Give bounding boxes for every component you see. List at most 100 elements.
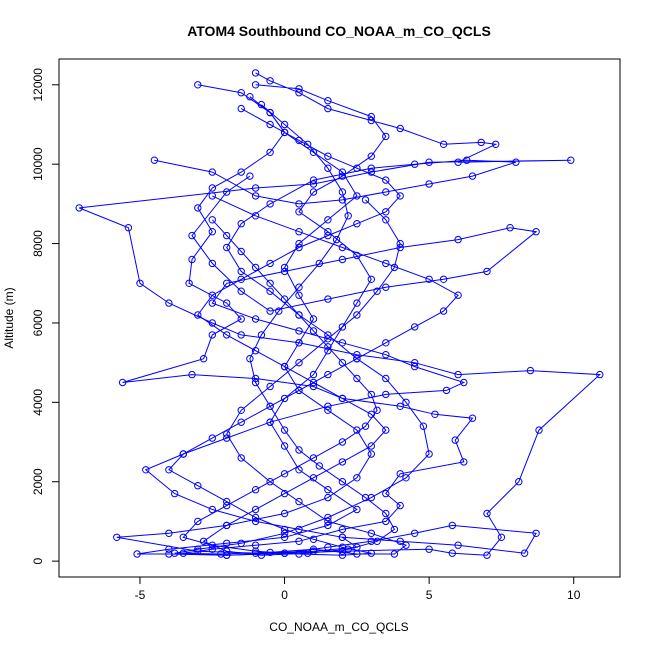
data-point <box>237 406 245 414</box>
data-point <box>246 172 254 180</box>
data-point <box>338 243 347 252</box>
data-point <box>295 200 303 208</box>
data-point <box>251 547 260 555</box>
data-point <box>165 550 173 558</box>
data-point <box>142 466 150 474</box>
data-point <box>338 543 347 551</box>
data-point <box>324 228 332 236</box>
data-point <box>338 339 347 347</box>
y-axis: 0 2000 4000 6000 8000 10000 12000 <box>31 68 60 564</box>
data-point <box>295 136 303 145</box>
y-tick-label: 6000 <box>31 309 45 336</box>
data-point <box>194 545 202 553</box>
data-point <box>194 482 202 490</box>
data-point <box>237 168 245 176</box>
data-point <box>338 551 347 559</box>
data-point <box>309 454 318 462</box>
data-point <box>165 466 173 474</box>
data-point <box>208 291 217 299</box>
data-point <box>113 533 121 541</box>
data-point <box>463 156 471 164</box>
data-point <box>246 355 254 363</box>
data-point <box>237 539 245 547</box>
data-point <box>382 208 390 216</box>
data-point <box>124 224 133 232</box>
data-point <box>237 275 245 283</box>
data-point <box>315 259 323 268</box>
data-point <box>194 204 202 212</box>
data-point <box>425 450 433 458</box>
data-point <box>309 370 318 379</box>
data-point <box>382 374 390 383</box>
data-point <box>295 386 303 395</box>
y-axis-label: Altitude (m) <box>2 287 16 348</box>
data-point <box>266 120 274 129</box>
data-point <box>208 228 217 236</box>
data-point <box>223 547 231 555</box>
data-point <box>309 180 318 188</box>
data-point <box>425 180 433 188</box>
data-point <box>425 275 433 283</box>
data-point <box>338 196 347 204</box>
data-point <box>338 458 347 466</box>
data-point <box>295 228 303 236</box>
data-point <box>497 533 506 541</box>
data-point <box>454 291 462 299</box>
data-point <box>223 501 231 510</box>
data-point <box>338 438 347 446</box>
data-point <box>208 192 217 200</box>
series-1 <box>75 69 604 559</box>
data-point <box>396 192 404 200</box>
data-point <box>223 430 231 438</box>
data-point <box>251 347 260 355</box>
data-point <box>353 164 361 172</box>
data-point <box>431 410 439 418</box>
data-point <box>353 474 361 482</box>
data-point <box>344 212 352 220</box>
data-point <box>338 168 347 176</box>
data-point <box>324 97 332 105</box>
data-point <box>373 537 381 545</box>
data-point <box>396 402 404 410</box>
data-point <box>179 450 188 458</box>
data-point <box>338 359 347 367</box>
data-point <box>324 486 332 494</box>
data-point <box>515 478 523 486</box>
data-point <box>483 551 491 559</box>
data-point <box>295 359 303 367</box>
data-point <box>382 339 390 347</box>
data-point <box>223 521 231 530</box>
data-point <box>442 386 451 395</box>
data-point <box>324 517 332 526</box>
data-point <box>411 323 419 331</box>
data-point <box>353 299 361 307</box>
data-point <box>361 493 370 502</box>
data-point <box>353 192 361 200</box>
data-point <box>171 489 179 498</box>
data-point <box>237 418 245 426</box>
data-point <box>396 537 404 545</box>
data-point <box>460 378 468 387</box>
data-point <box>367 112 375 121</box>
data-point <box>425 158 433 166</box>
data-point <box>332 235 341 244</box>
data-point <box>295 243 303 252</box>
data-point <box>295 283 303 291</box>
data-point <box>295 327 303 335</box>
data-point <box>295 89 303 97</box>
data-point <box>194 517 202 526</box>
data-point <box>324 104 332 113</box>
data-point <box>353 505 361 514</box>
data-point <box>382 390 390 399</box>
data-point <box>295 446 303 454</box>
data-point <box>295 239 303 248</box>
data-point <box>309 327 318 335</box>
data-point <box>280 267 289 276</box>
data-point <box>237 315 245 323</box>
data-point <box>237 267 245 276</box>
data-point <box>367 529 375 537</box>
data-point <box>520 549 529 557</box>
data-point <box>402 541 410 549</box>
data-point <box>266 259 274 268</box>
data-point <box>165 299 173 307</box>
